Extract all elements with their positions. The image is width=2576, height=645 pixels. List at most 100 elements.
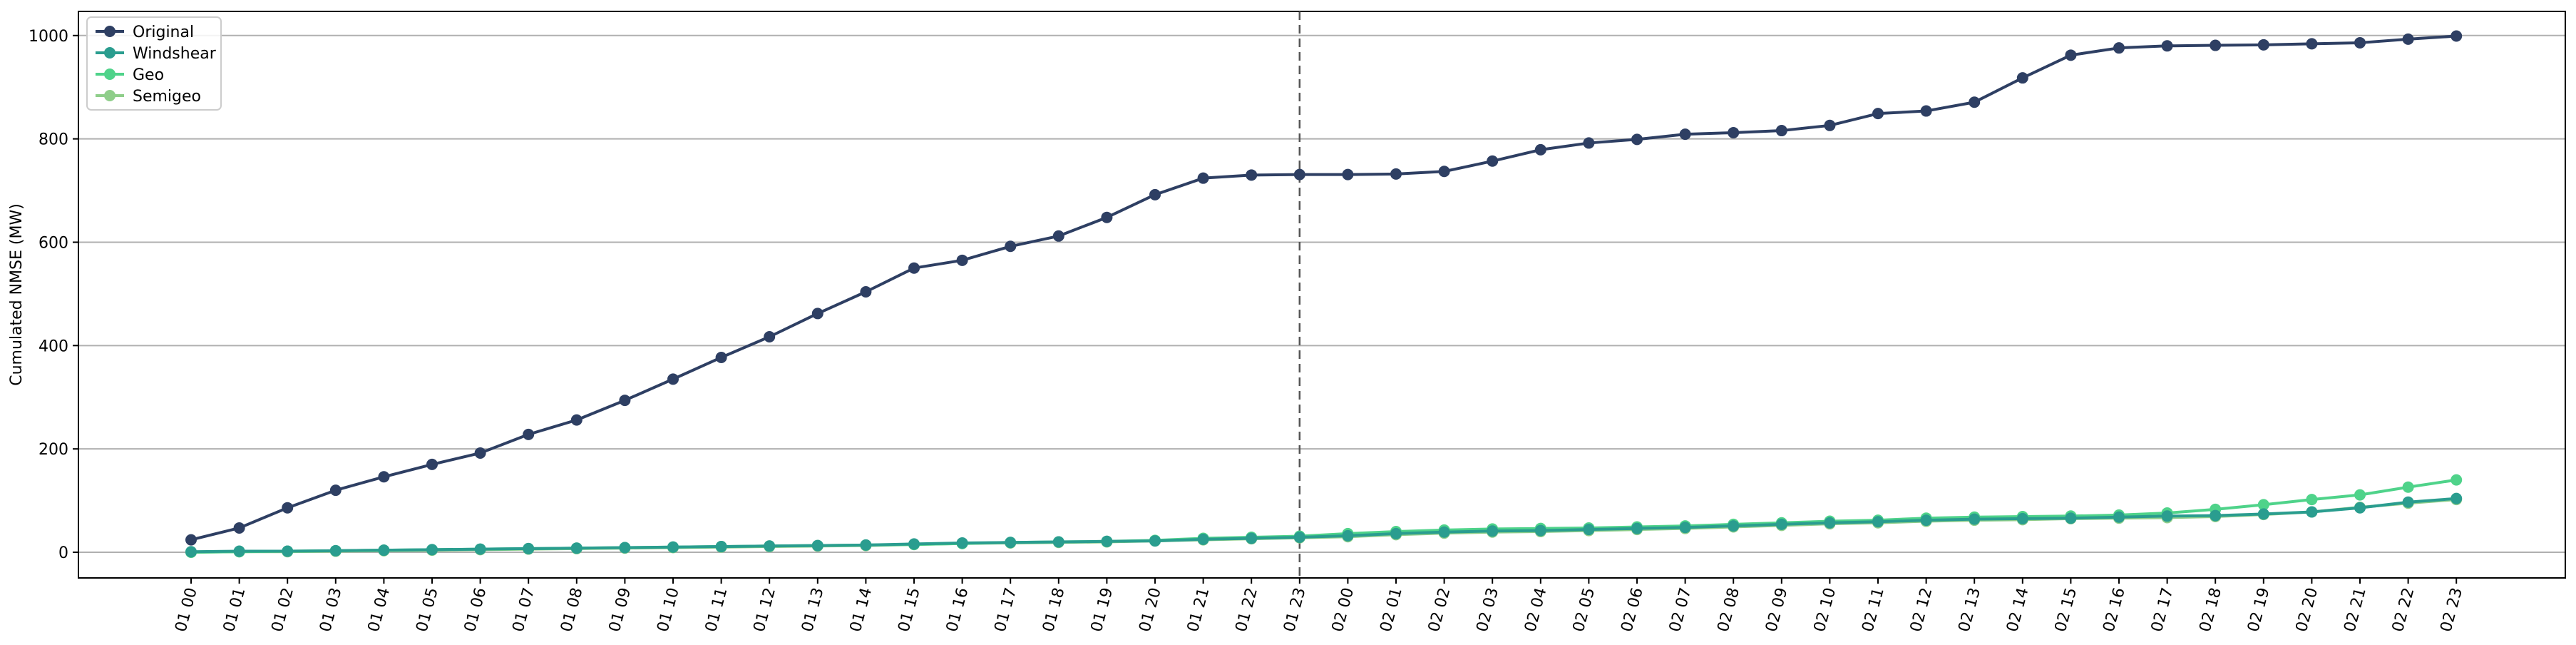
- data-point-windshear: [282, 545, 294, 557]
- data-point-original: [2016, 72, 2028, 84]
- data-point-original: [282, 502, 294, 514]
- data-point-original: [2113, 42, 2125, 54]
- x-tick-label: 02 18: [2197, 586, 2225, 634]
- x-tick-label: 02 01: [1377, 586, 1405, 634]
- data-point-windshear: [2354, 502, 2366, 514]
- data-point-windshear: [378, 544, 390, 557]
- data-point-original: [329, 484, 342, 497]
- data-point-original: [1390, 168, 1402, 180]
- legend-marker-semigeo: [104, 90, 116, 101]
- data-point-windshear: [1534, 524, 1546, 537]
- x-tick-label: 02 15: [2052, 586, 2080, 634]
- data-point-original: [1534, 143, 1546, 156]
- data-point-original: [1342, 168, 1354, 181]
- x-tick-label: 02 12: [1907, 586, 1936, 634]
- data-point-original: [811, 308, 823, 320]
- data-point-windshear: [2451, 492, 2463, 504]
- x-tick-label: 01 22: [1233, 586, 1261, 634]
- data-point-original: [1920, 105, 1932, 117]
- x-tick-label: 02 16: [2100, 586, 2128, 634]
- data-point-original: [2306, 38, 2318, 50]
- data-point-original: [908, 262, 920, 274]
- x-tick-label: 01 18: [1040, 586, 1068, 634]
- data-point-windshear: [1775, 518, 1787, 530]
- x-tick-label: 01 20: [1136, 586, 1164, 634]
- data-point-original: [667, 373, 679, 385]
- x-tick-label: 02 11: [1859, 586, 1887, 634]
- data-point-original: [1631, 133, 1643, 146]
- data-point-windshear: [908, 538, 920, 550]
- data-point-original: [1246, 169, 1258, 181]
- data-point-original: [1052, 230, 1064, 242]
- data-point-original: [2161, 40, 2173, 52]
- data-point-original: [1775, 125, 1787, 137]
- data-point-windshear: [2016, 512, 2028, 524]
- x-tick-label: 01 01: [220, 586, 249, 634]
- data-point-windshear: [956, 537, 968, 549]
- data-point-windshear: [1342, 529, 1354, 542]
- x-tick-label: 01 15: [895, 586, 923, 634]
- data-point-windshear: [1390, 527, 1402, 539]
- data-point-windshear: [1487, 525, 1499, 537]
- data-point-original: [523, 428, 535, 440]
- data-point-windshear: [764, 540, 776, 552]
- data-point-windshear: [1438, 526, 1450, 538]
- data-point-windshear: [185, 546, 197, 558]
- data-point-windshear: [860, 539, 872, 551]
- data-point-windshear: [1052, 536, 1064, 548]
- data-point-original: [1679, 128, 1691, 141]
- y-tick-label: 400: [39, 337, 68, 355]
- data-point-original: [1969, 96, 1981, 108]
- x-tick-label: 01 12: [751, 586, 779, 634]
- data-point-windshear: [1824, 517, 1836, 529]
- x-tick-label: 01 23: [1281, 586, 1309, 634]
- legend-label-semigeo: Semigeo: [133, 88, 201, 106]
- y-tick-label: 1000: [29, 28, 68, 46]
- data-point-windshear: [233, 545, 245, 557]
- x-tick-label: 02 07: [1666, 586, 1695, 634]
- data-point-windshear: [329, 544, 342, 557]
- data-point-original: [1583, 137, 1595, 149]
- data-point-original: [1487, 155, 1499, 167]
- y-tick-label: 800: [39, 131, 68, 149]
- data-point-original: [378, 471, 390, 483]
- x-tick-label: 01 14: [847, 586, 876, 634]
- data-point-geo: [2257, 499, 2269, 511]
- data-point-windshear: [1005, 537, 1017, 549]
- data-point-windshear: [1969, 513, 1981, 525]
- data-point-original: [2065, 49, 2077, 61]
- x-tick-label: 01 00: [172, 586, 200, 634]
- x-tick-label: 02 22: [2389, 586, 2418, 634]
- x-tick-label: 01 21: [1184, 586, 1213, 634]
- x-tick-label: 01 19: [1088, 586, 1117, 634]
- data-point-windshear: [2161, 510, 2173, 522]
- data-point-original: [474, 447, 486, 459]
- y-axis-label: Cumulated NMSE (MW): [8, 203, 26, 386]
- plot-frame: [78, 11, 2566, 579]
- data-point-original: [2210, 39, 2222, 51]
- x-tick-label: 02 08: [1715, 586, 1743, 634]
- data-point-original: [1101, 211, 1113, 223]
- data-point-original: [1005, 240, 1017, 253]
- data-point-original: [233, 522, 245, 534]
- x-tick-label: 02 20: [2293, 586, 2321, 634]
- data-point-original: [426, 458, 438, 470]
- x-tick-label: 02 09: [1762, 586, 1791, 634]
- data-point-windshear: [2065, 512, 2077, 524]
- data-point-original: [956, 254, 968, 266]
- data-point-windshear: [1728, 520, 1740, 532]
- data-point-windshear: [1149, 535, 1161, 547]
- data-point-windshear: [1293, 531, 1305, 543]
- data-point-windshear: [2113, 511, 2125, 523]
- data-point-windshear: [426, 544, 438, 556]
- data-point-geo: [2402, 481, 2414, 493]
- x-tick-label: 01 04: [365, 586, 394, 634]
- x-tick-label: 01 08: [558, 586, 586, 634]
- x-tick-label: 02 13: [1956, 586, 1984, 634]
- x-tick-label: 01 13: [799, 586, 827, 634]
- x-tick-label: 02 14: [2003, 586, 2032, 634]
- data-point-original: [860, 286, 872, 298]
- data-point-windshear: [1872, 516, 1884, 528]
- legend-marker-windshear: [104, 47, 116, 59]
- x-tick-label: 02 23: [2438, 586, 2466, 634]
